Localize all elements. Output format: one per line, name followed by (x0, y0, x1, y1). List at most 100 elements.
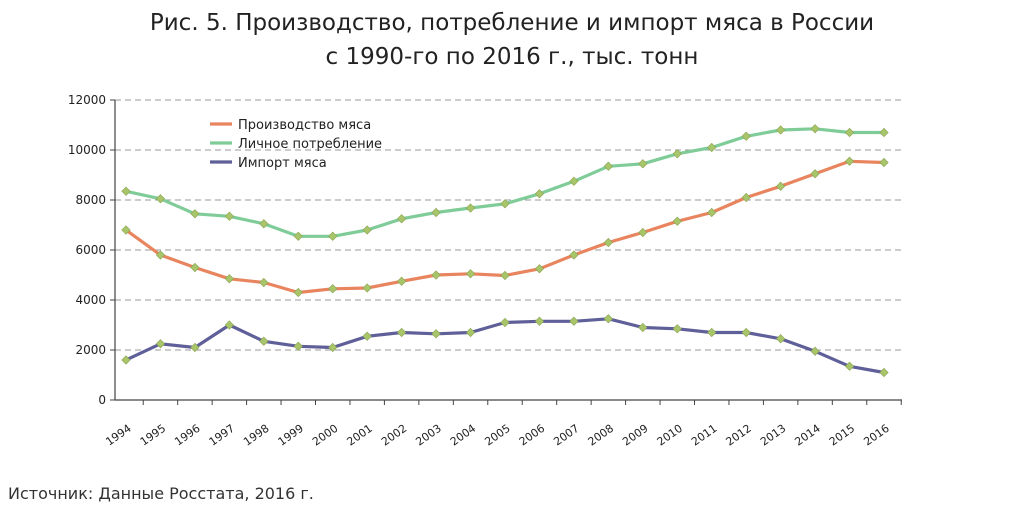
data-point (603, 237, 613, 248)
data-point (362, 283, 372, 293)
grid-lines (115, 99, 902, 351)
data-point (224, 274, 234, 284)
data-point (879, 157, 889, 168)
data-point (638, 159, 648, 169)
x-tick-label: 2002 (379, 422, 409, 449)
data-point (328, 284, 338, 294)
data-point (534, 316, 545, 326)
data-point (534, 189, 545, 199)
data-point (776, 334, 786, 344)
data-point (431, 207, 441, 218)
x-tick-label: 2006 (517, 422, 547, 449)
source-note: Источник: Данные Росстата, 2016 г. (8, 484, 314, 503)
data-point (224, 211, 234, 221)
data-point (190, 209, 200, 219)
data-point (293, 341, 303, 351)
data-point (155, 250, 166, 260)
y-tick-label: 2000 (75, 343, 106, 357)
data-point (810, 346, 820, 356)
data-point (397, 327, 407, 338)
x-tick-label: 2008 (586, 422, 616, 449)
x-tick-label: 2012 (724, 422, 754, 449)
data-point (879, 127, 889, 138)
line-chart: 0 2000 4000 6000 8000 10000 12000 1994 1995 1996… (68, 93, 902, 449)
data-point (776, 125, 786, 135)
x-tick-label: 2007 (551, 422, 581, 449)
data-point (259, 219, 269, 229)
x-tick-label: 2003 (413, 422, 443, 449)
x-tick-label: 1998 (241, 422, 271, 449)
data-point (465, 269, 476, 279)
y-tick-label: 10000 (68, 143, 106, 157)
x-tick-label: 1994 (103, 422, 133, 449)
data-point (810, 124, 820, 134)
data-point (259, 277, 269, 288)
data-point (259, 336, 269, 346)
data-point (224, 320, 234, 330)
series-markers (121, 124, 889, 378)
data-point (362, 225, 372, 235)
data-point (500, 270, 510, 281)
x-tick-label: 2009 (620, 422, 650, 449)
data-point (638, 322, 648, 333)
data-point (603, 314, 613, 324)
data-point (431, 270, 441, 280)
data-point (465, 203, 476, 213)
data-point (741, 327, 751, 338)
legend-label-2: Импорт мяса (238, 156, 327, 171)
data-point (844, 156, 855, 166)
data-point (672, 324, 682, 334)
legend-label-1: Личное потребление (238, 137, 382, 152)
y-tick-label: 6000 (75, 243, 106, 257)
data-point (534, 264, 545, 274)
chart-title-line-1: Рис. 5. Производство, потребление и импо… (149, 10, 875, 36)
y-tick-label: 12000 (68, 93, 106, 107)
x-tick-label: 2011 (689, 422, 719, 449)
data-point (776, 181, 786, 191)
x-tick-label: 2014 (792, 422, 822, 449)
data-point (810, 169, 820, 179)
data-point (397, 214, 407, 224)
data-point (569, 250, 579, 260)
x-tick-label: 2013 (758, 422, 788, 449)
x-tick-label: 1995 (138, 422, 168, 449)
x-axis-ticks: 1994 1995 1996 1997 1998 1999 2000 2001 2002 2003… (103, 400, 902, 449)
y-tick-label: 0 (98, 393, 106, 407)
data-point (569, 316, 579, 326)
data-point (603, 161, 613, 171)
data-point (672, 216, 682, 226)
chart-title: Рис. 5. Производство, потребление и импо… (0, 6, 1024, 74)
data-point (155, 194, 166, 204)
data-point (328, 342, 338, 353)
data-point (431, 329, 441, 339)
data-point (707, 327, 717, 338)
data-point (328, 231, 338, 241)
data-point (397, 276, 407, 286)
x-tick-label: 2005 (482, 422, 512, 449)
x-tick-label: 2000 (310, 422, 340, 449)
data-point (844, 361, 855, 371)
data-point (155, 339, 166, 349)
data-point (121, 355, 131, 365)
data-point (741, 192, 751, 203)
x-tick-label: 1996 (172, 422, 202, 449)
data-point (362, 331, 372, 341)
data-point (500, 317, 510, 328)
legend-label-0: Производство мяса (238, 118, 371, 133)
x-tick-label: 2004 (448, 422, 478, 449)
data-point (121, 225, 131, 235)
data-point (672, 149, 682, 159)
y-tick-label: 4000 (75, 293, 106, 307)
y-axis-ticks: 0 2000 4000 6000 8000 10000 12000 (68, 93, 115, 407)
data-point (293, 287, 303, 298)
legend: Производство мяса Личное потребление Импор… (210, 118, 382, 171)
data-point (741, 131, 751, 141)
data-point (707, 207, 717, 218)
x-tick-label: 2016 (861, 422, 891, 449)
chart-title-line-2: с 1990-го по 2016 г., тыс. тонн (325, 44, 699, 70)
data-point (190, 342, 200, 353)
x-tick-label: 1997 (207, 422, 237, 449)
data-point (844, 127, 855, 138)
data-point (500, 199, 510, 209)
data-point (293, 231, 303, 241)
